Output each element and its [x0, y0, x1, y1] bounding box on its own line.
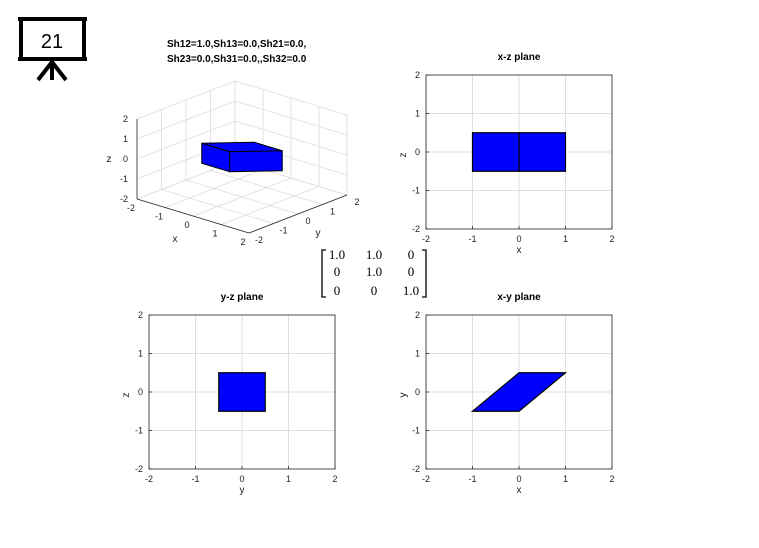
- x-axis-label: x: [517, 485, 522, 496]
- z-tick-label: 0: [123, 154, 128, 164]
- matrix-cell-highlighted: 1.0: [366, 247, 382, 262]
- y-tick-label: 2: [354, 197, 359, 207]
- matrix-cell: 0: [408, 247, 415, 262]
- y-tick-label: -2: [255, 235, 263, 245]
- y-tick-label: 0: [138, 387, 143, 397]
- shape-polygon: [471, 132, 520, 172]
- y-tick-label: 0: [305, 216, 310, 226]
- y-tick-label: 1: [330, 207, 335, 217]
- y-tick-label: 0: [415, 147, 420, 157]
- matrix-cell: 1.0: [403, 283, 419, 298]
- x-tick-label: 2: [609, 234, 614, 244]
- x-tick-label: 0: [239, 474, 244, 484]
- grid-line: [234, 80, 348, 116]
- plot-3d: -2 -1 0 1 2 -2 -1 0 1 2 -2 -1 0 1 2 x y z: [107, 80, 360, 247]
- y-axis-label: z: [121, 393, 132, 398]
- x-tick-label: 0: [184, 220, 189, 230]
- x-axis-label: x: [173, 234, 178, 245]
- matrix-left-bracket: [321, 249, 326, 298]
- matrix-cell: 0: [334, 283, 341, 298]
- x-tick-label: -2: [127, 203, 135, 213]
- slide-number: 21: [41, 31, 63, 53]
- z-tick-label: -1: [120, 174, 128, 184]
- x-tick-label: 1: [286, 474, 291, 484]
- plot-title: y-z plane: [221, 292, 264, 303]
- grid-line: [234, 100, 348, 136]
- z-axis-label: z: [107, 154, 112, 165]
- y-tick-label: 1: [138, 349, 143, 359]
- y-tick-label: 1: [415, 349, 420, 359]
- x-tick-label: 2: [609, 474, 614, 484]
- shape-polygon: [470, 372, 568, 412]
- x-tick-label: -1: [468, 234, 476, 244]
- y-tick-label: 0: [415, 387, 420, 397]
- x-tick-label: 0: [516, 474, 521, 484]
- x-axis-line: [136, 198, 250, 234]
- plot3d-title-line2: Sh23=0.0,Sh31=0.0,,Sh32=0.0: [167, 54, 307, 65]
- y-tick-label: 2: [415, 310, 420, 320]
- plot-title: x-y plane: [497, 292, 541, 303]
- x-tick-label: -2: [422, 474, 430, 484]
- y-axis-label: y: [398, 393, 409, 398]
- y-tick-label: -2: [135, 464, 143, 474]
- y-tick-label: -2: [412, 224, 420, 234]
- matrix-cell: 0: [371, 283, 378, 298]
- matrix-cell: 0: [334, 264, 341, 279]
- x-tick-label: 1: [563, 474, 568, 484]
- matrix-cell: 0: [408, 264, 415, 279]
- matrix-cell: 1.0: [329, 247, 345, 262]
- x-tick-label: -1: [191, 474, 199, 484]
- grid-line: [136, 100, 236, 140]
- z-tick-label: 1: [123, 134, 128, 144]
- grid-line: [185, 179, 299, 215]
- x-tick-label: 2: [332, 474, 337, 484]
- y-tick-label: 2: [138, 310, 143, 320]
- y-tick-label: -1: [412, 186, 420, 196]
- x-tick-label: -2: [422, 234, 430, 244]
- y-tick-label: -1: [412, 426, 420, 436]
- x-axis-label: x: [517, 245, 522, 256]
- plot3d-title-line1: Sh12=1.0,Sh13=0.0,Sh21=0.0,: [167, 39, 306, 50]
- y-axis-label: z: [398, 153, 409, 158]
- grid-line: [210, 170, 323, 205]
- z-tick-label: 2: [123, 114, 128, 124]
- plot-title: x-z plane: [498, 52, 541, 63]
- z-tick-label: -2: [120, 194, 128, 204]
- matrix-right-bracket: [422, 249, 427, 298]
- x-tick-label: -1: [155, 212, 163, 222]
- grid-line: [136, 80, 236, 120]
- matrix-cell: 1.0: [366, 264, 382, 279]
- shape-polygon: [518, 132, 567, 172]
- y-tick-label: -1: [135, 426, 143, 436]
- y-axis-label: y: [316, 228, 321, 239]
- y-tick-label: -1: [279, 226, 287, 236]
- x-tick-label: 2: [240, 237, 245, 247]
- plot-xz-plane: -2 -1 0 1 2 -2 -1 0 1 2 x z x-z plane: [398, 52, 615, 256]
- x-tick-label: 0: [516, 234, 521, 244]
- presentation-board-icon: [18, 17, 87, 82]
- grid-line: [136, 120, 236, 160]
- shape-polygon: [218, 372, 266, 412]
- y-tick-label: -2: [412, 464, 420, 474]
- x-tick-label: 1: [563, 234, 568, 244]
- x-tick-label: 1: [212, 229, 217, 239]
- x-tick-label: -1: [468, 474, 476, 484]
- y-tick-label: 1: [415, 109, 420, 119]
- grid-line: [234, 120, 348, 156]
- box-side-face: [229, 150, 283, 173]
- x-tick-label: -2: [145, 474, 153, 484]
- grid-line: [220, 186, 320, 225]
- y-axis-line: [248, 194, 348, 234]
- plot-xy-plane: -2 -1 0 1 2 -2 -1 0 1 2 x y x-y plane: [398, 292, 615, 496]
- x-axis-label: y: [240, 485, 245, 496]
- plot-yz-plane: -2 -1 0 1 2 -2 -1 0 1 2 y z y-z plane: [121, 292, 338, 496]
- shear-matrix: 1.0 1.0 0 0 1.0 0 0 0 1.0: [321, 247, 427, 298]
- y-tick-label: 2: [415, 70, 420, 80]
